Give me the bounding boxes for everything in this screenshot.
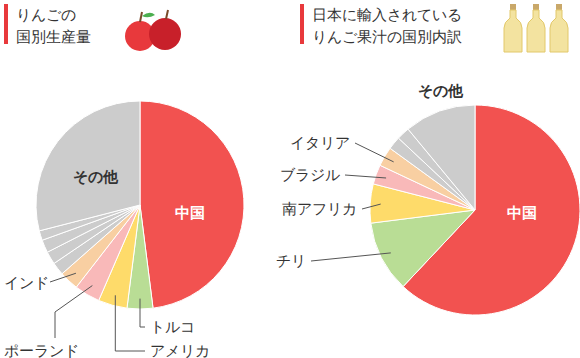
slice-label: ブラジル <box>280 166 340 184</box>
slice-label: 中国 <box>175 204 205 222</box>
slice-label: 中国 <box>507 204 537 222</box>
bottle-icon <box>504 10 522 52</box>
bottle-cap <box>556 4 562 10</box>
slice-label: その他 <box>418 82 464 100</box>
pie-slice <box>36 101 140 231</box>
slice-label: トルコ <box>150 318 195 336</box>
leader-line <box>362 204 381 209</box>
leader-line <box>115 295 145 351</box>
leader-line <box>140 299 145 327</box>
pie-slice <box>408 105 475 210</box>
slice-label: アメリカ <box>150 342 210 358</box>
slices <box>370 105 580 315</box>
title: りんご果汁の国別内訳 <box>312 28 462 46</box>
pie-chart: りんごの国別生産量中国トルコアメリカ ポーランド インド その他 <box>4 4 244 358</box>
slice-label: ポーランド <box>4 342 79 358</box>
leader-line <box>345 175 386 178</box>
bottle-cap <box>533 4 539 10</box>
slice-label: チリ <box>276 252 306 270</box>
bottle-icon <box>527 10 545 52</box>
slice-label: その他 <box>73 168 119 186</box>
leader-line <box>55 286 92 338</box>
bottle-icon <box>550 10 568 52</box>
labels: 中国トルコアメリカ ポーランド インド その他 <box>4 168 210 358</box>
pie-slice <box>140 101 244 308</box>
slices <box>36 101 244 309</box>
slice-label: イタリア <box>290 134 350 152</box>
stage: りんごの国別生産量中国トルコアメリカポーランドインドその他日本に輸入されているり… <box>0 0 580 358</box>
leader-line <box>50 273 76 282</box>
pie-chart: 日本に輸入されているりんご果汁の国別内訳中国チリ 南アフリカ ブラジル イタリア その他 <box>276 4 580 315</box>
leader-line <box>311 253 391 261</box>
title-bar <box>300 4 304 44</box>
labels: 中国チリ 南アフリカ ブラジル イタリア その他 <box>276 82 537 270</box>
slice-label: 南アフリカ <box>282 200 357 218</box>
apple-stem <box>166 10 168 19</box>
title: りんごの <box>16 6 76 24</box>
title: 国別生産量 <box>16 28 91 46</box>
title: 日本に輸入されている <box>312 6 462 24</box>
slice-label: インド <box>4 274 49 292</box>
title-bar <box>4 4 8 44</box>
bottle-cap <box>510 4 516 10</box>
leader-line <box>355 143 394 162</box>
apple-leaf <box>142 13 155 18</box>
apple-stem <box>140 12 142 22</box>
apple-icon <box>149 18 181 50</box>
